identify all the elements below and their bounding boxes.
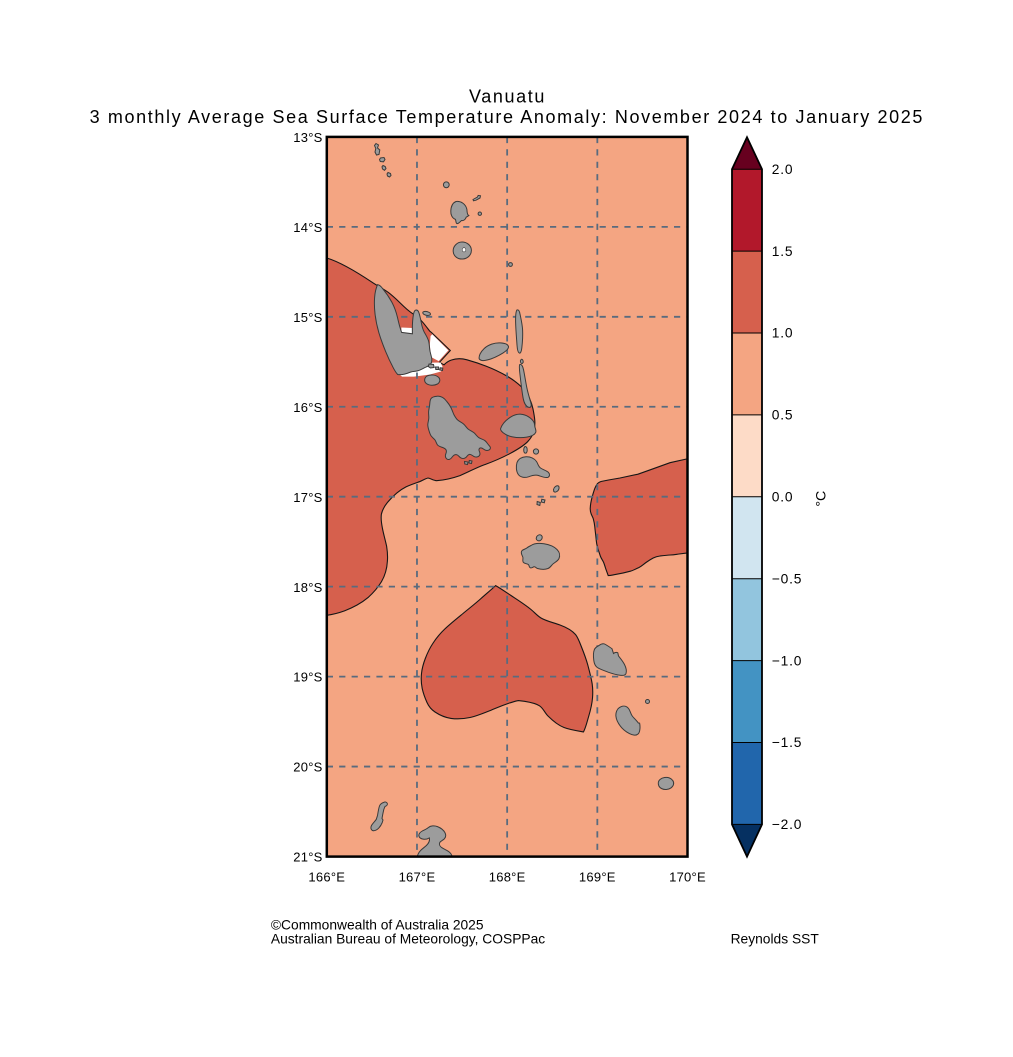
svg-text:20°S: 20°S [293,760,322,775]
svg-text:°C: °C [814,491,830,507]
svg-text:16°S: 16°S [293,400,322,415]
svg-text:©Commonwealth of Australia 202: ©Commonwealth of Australia 2025 [271,918,484,933]
svg-text:167°E: 167°E [399,869,436,884]
svg-text:168°E: 168°E [489,869,526,884]
svg-text:0.5: 0.5 [772,408,794,423]
svg-text:Australian Bureau of Meteorolo: Australian Bureau of Meteorology, COSPPa… [271,931,545,946]
svg-text:1.0: 1.0 [772,326,794,341]
svg-text:−1.0: −1.0 [772,653,802,668]
svg-text:2.0: 2.0 [772,162,794,177]
svg-text:17°S: 17°S [293,490,322,505]
svg-text:−2.0: −2.0 [772,817,802,832]
svg-text:18°S: 18°S [293,580,322,595]
svg-text:−0.5: −0.5 [772,571,802,586]
svg-text:166°E: 166°E [308,869,345,884]
svg-text:0.0: 0.0 [772,490,794,505]
svg-text:3 monthly Average Sea Surface: 3 monthly Average Sea Surface Temperatur… [90,107,924,127]
svg-text:19°S: 19°S [293,670,322,685]
svg-text:169°E: 169°E [579,869,616,884]
svg-text:13°S: 13°S [293,130,322,145]
svg-text:−1.5: −1.5 [772,735,802,750]
svg-text:14°S: 14°S [293,220,322,235]
svg-text:21°S: 21°S [293,850,322,865]
svg-text:170°E: 170°E [669,869,706,884]
svg-text:1.5: 1.5 [772,244,794,259]
svg-text:15°S: 15°S [293,310,322,325]
svg-text:Vanuatu: Vanuatu [469,87,546,107]
svg-text:Reynolds SST: Reynolds SST [731,931,820,946]
